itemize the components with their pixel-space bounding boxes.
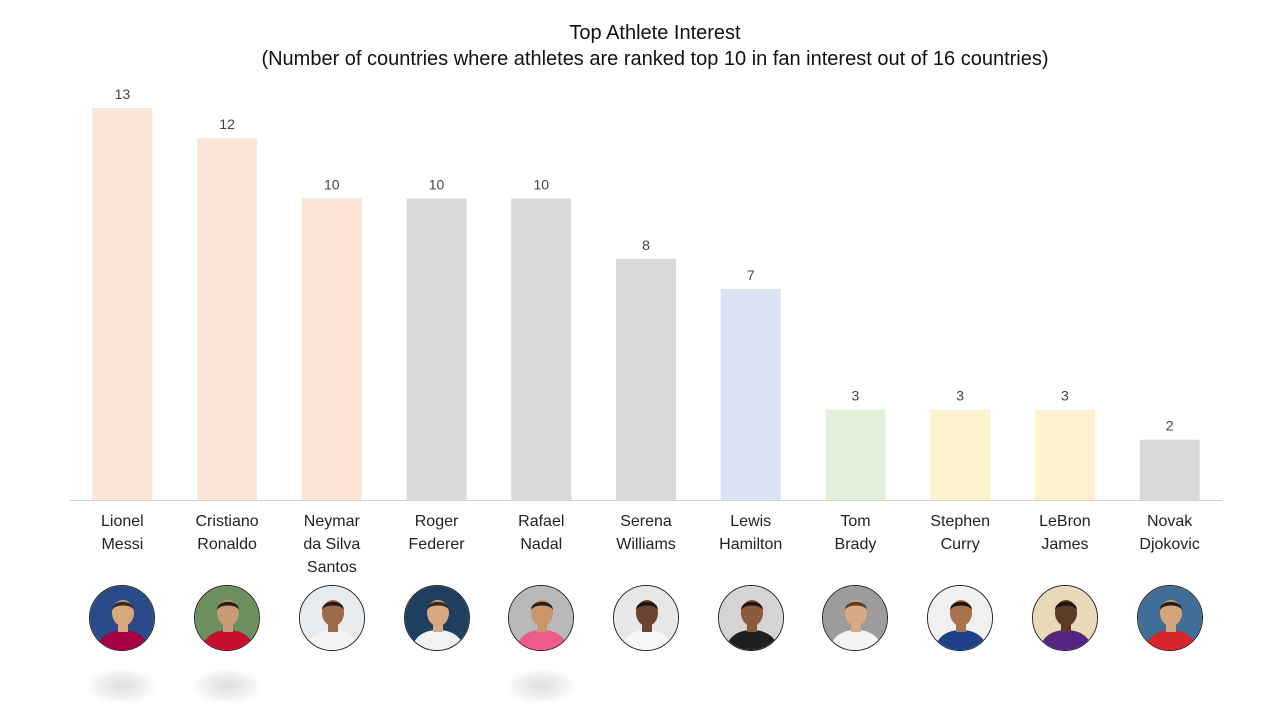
bar-value-label: 12 — [219, 116, 235, 132]
x-tick-label-line: Brady — [834, 536, 877, 553]
x-tick-label-line: Rafael — [518, 513, 565, 530]
bar-value-label: 7 — [747, 267, 755, 283]
x-tick-label: Tom Brady — [800, 510, 910, 556]
chart-title-block: Top Athlete Interest (Number of countrie… — [0, 20, 1280, 72]
x-tick-label: Novak Djokovic — [1115, 510, 1225, 556]
bar — [1034, 409, 1095, 500]
x-tick-label: Cristiano Ronaldo — [172, 510, 282, 556]
bar — [616, 258, 676, 500]
x-tick-label-line: Novak — [1146, 513, 1193, 530]
x-tick-label-line: Lewis — [730, 513, 772, 530]
x-tick-label: Stephen Curry — [905, 510, 1015, 556]
bar — [197, 138, 258, 500]
x-tick-label-line: Nadal — [520, 536, 563, 553]
bar-value-label: 13 — [115, 86, 131, 102]
x-tick-label: Lionel Messi — [67, 510, 177, 556]
athlete-photo-ronaldo-icon — [194, 585, 261, 651]
photo-shadow — [87, 668, 158, 704]
bar-value-label: 3 — [956, 388, 964, 404]
bar-value-label: 10 — [429, 176, 445, 192]
bar — [92, 108, 153, 500]
bar — [825, 409, 886, 500]
x-tick-label-line: Djokovic — [1139, 536, 1200, 553]
value-labels-group: 13 12 10 10 10 8 7 3 3 3 2 — [115, 86, 1174, 434]
x-tick-label-line: Messi — [101, 536, 144, 553]
photo-shadow — [192, 668, 263, 704]
photo-shadow — [506, 668, 577, 704]
x-tick-label-line: Ronaldo — [197, 536, 257, 553]
x-tick-label: Roger Federer — [382, 510, 492, 556]
athlete-photo-hamilton-icon — [717, 585, 784, 651]
bar-value-label: 3 — [1061, 388, 1069, 404]
athlete-photo-lebron-icon — [1031, 585, 1098, 651]
x-tick-label-line: da Silva — [303, 536, 361, 553]
bar — [406, 198, 467, 500]
bars-group — [92, 108, 1200, 500]
chart-subtitle: (Number of countries where athletes are … — [261, 48, 1049, 70]
x-tick-label: Serena Williams — [591, 510, 701, 556]
athlete-photo-brady-icon — [822, 585, 889, 651]
bar-value-label: 2 — [1166, 418, 1174, 434]
x-tick-label: LeBron James — [1010, 510, 1120, 556]
x-tick-label-line: Williams — [616, 536, 676, 553]
bar-value-label: 8 — [642, 237, 650, 253]
athlete-photo-nadal-icon — [508, 585, 575, 651]
bar-value-label: 10 — [533, 176, 549, 192]
x-tick-label-line: LeBron — [1039, 513, 1091, 530]
x-tick-label-line: Roger — [414, 513, 459, 530]
x-tick-label-line: Lionel — [101, 513, 144, 530]
x-tick-label-line: James — [1041, 536, 1089, 553]
bar — [301, 198, 362, 500]
athlete-photo-federer-icon — [403, 585, 470, 651]
x-tick-label-line: Santos — [306, 559, 357, 576]
x-tick-label-line: Neymar — [303, 513, 360, 530]
athlete-photo-serena-icon — [613, 585, 679, 651]
athlete-photo-curry-icon — [927, 585, 994, 651]
bar-value-label: 3 — [852, 388, 860, 404]
x-tick-label-line: Stephen — [930, 513, 990, 530]
x-tick-label: Rafael Nadal — [486, 510, 596, 556]
athlete-photo-djokovic-icon — [1136, 585, 1203, 651]
x-tick-label-line: Curry — [940, 536, 980, 553]
x-tick-label-line: Cristiano — [195, 513, 259, 530]
x-tick-label-line: Federer — [408, 536, 465, 553]
x-tick-label: Lewis Hamilton — [696, 510, 806, 556]
bar-value-label: 10 — [324, 176, 340, 192]
x-tick-label-line: Hamilton — [719, 536, 783, 553]
athlete-photo-messi-icon — [89, 585, 156, 651]
x-tick-label-line: Serena — [620, 513, 672, 530]
x-tick-label: Neymar da Silva Santos — [277, 510, 387, 579]
bar — [511, 198, 572, 500]
athlete-photo-neymar-icon — [298, 585, 365, 651]
x-tick-label-line: Tom — [840, 513, 871, 530]
bar — [930, 409, 991, 500]
bar — [720, 288, 781, 500]
chart-title: Top Athlete Interest — [569, 22, 741, 44]
bar — [1139, 439, 1200, 500]
